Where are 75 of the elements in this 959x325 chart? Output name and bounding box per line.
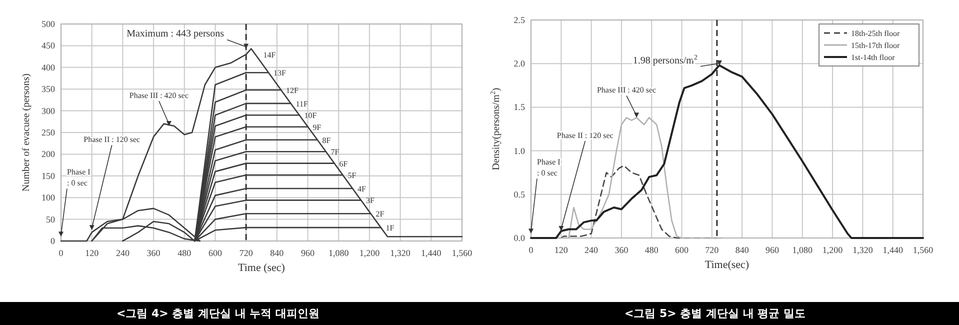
annotation: Phase II : 120 sec [84,135,141,144]
series-label: 7F [330,148,340,157]
y-tick-label: 300 [42,106,56,116]
annotation: Phase I : 0 sec [67,168,91,188]
x-tick-label: 240 [584,245,599,255]
series-label: 14F [263,50,276,60]
series-label: 1F [386,224,395,233]
x-tick-label: 1,560 [452,248,473,258]
x-tick-label: 120 [554,245,568,255]
y-tick-label: 2.5 [514,15,526,25]
y-tick-label: 350 [42,84,56,94]
y-tick-label: 0.0 [514,233,526,243]
x-tick-label: 360 [146,248,161,258]
y-tick-label: 1.5 [514,102,526,112]
series-label: 10F [304,111,318,120]
x-tick-label: 600 [675,245,690,255]
y-tick-label: 0 [50,236,56,246]
x-tick-label: 1,080 [328,248,350,258]
y-tick-label: 150 [42,170,56,181]
y-tick-label: 0.5 [514,189,526,200]
text: <그림 4> 층별 계단실 내 누적 대피인원 [116,307,320,320]
x-tick-label: 480 [644,245,659,255]
x-tick-label: 960 [301,248,316,258]
series-label: 3F [366,196,375,206]
y-tick-label: 50 [46,214,56,224]
annotation: Phase II : 120 sec [556,131,614,140]
x-tick-label: 720 [705,245,720,255]
text: <그림 5> 층별 계단실 내 평균 밀도 [624,307,806,320]
annotation: Phase III : 420 sec [596,86,657,95]
x-tick-label: 840 [735,245,750,255]
x-tick-label: 1,560 [912,245,934,255]
y-tick-label: 200 [42,149,56,160]
series-label: 4F [357,184,366,194]
annotation: Phase I : 0 sec [537,158,561,178]
annotation: 1.98 persons/m$^{2}$ [632,53,698,66]
series-label: 12F [286,86,300,95]
annotation: Maximum : 443 persons [126,28,224,40]
x-tick-label: 240 [116,248,130,258]
series-label: 2F [376,210,385,219]
y-tick-label: 500 [42,19,56,29]
legend-label: 18th-25th floor [851,29,900,38]
x-tick-label: 600 [208,248,222,258]
legend-label: 15th-17th floor [851,41,900,50]
x-tick-label: 480 [178,248,192,258]
x-tick-label: 1,080 [792,245,814,255]
annotation: Phase III : 420 sec [129,90,189,100]
x-axis-title: Time (sec) [238,262,286,274]
x-tick-label: 1,320 [390,248,411,258]
series-label: 8F [322,136,332,145]
y-tick-label: 450 [42,40,56,51]
series-label: 5F [348,171,357,180]
x-tick-label: 1,200 [359,248,380,258]
x-tick-label: 720 [239,248,254,258]
y-tick-label: 250 [42,128,56,138]
series-label: 6F [339,159,348,168]
x-tick-label: 0 [58,248,64,258]
legend-label: 1st-14th floor [851,53,896,62]
series-label: 9F [312,122,322,132]
x-tick-label: 840 [270,248,284,258]
y-tick-label: 100 [42,192,56,203]
series-label: 13F [273,68,286,78]
x-tick-label: 0 [528,245,534,255]
x-tick-label: 1,440 [421,248,442,258]
x-tick-label: 120 [85,248,100,258]
y-tick-label: 2.0 [514,58,526,69]
x-tick-label: 1,320 [852,245,874,255]
y-axis-title: Number of evacuee (persons) [21,73,32,192]
x-tick-label: 960 [765,245,780,255]
x-tick-label: 1,200 [822,245,844,255]
x-axis-title: Time(sec) [704,259,750,271]
y-tick-label: 400 [42,62,56,72]
x-tick-label: 1,440 [882,245,904,255]
x-tick-label: 360 [614,245,629,255]
y-tick-label: 1.0 [514,146,526,156]
series-label: 11F [296,99,309,108]
